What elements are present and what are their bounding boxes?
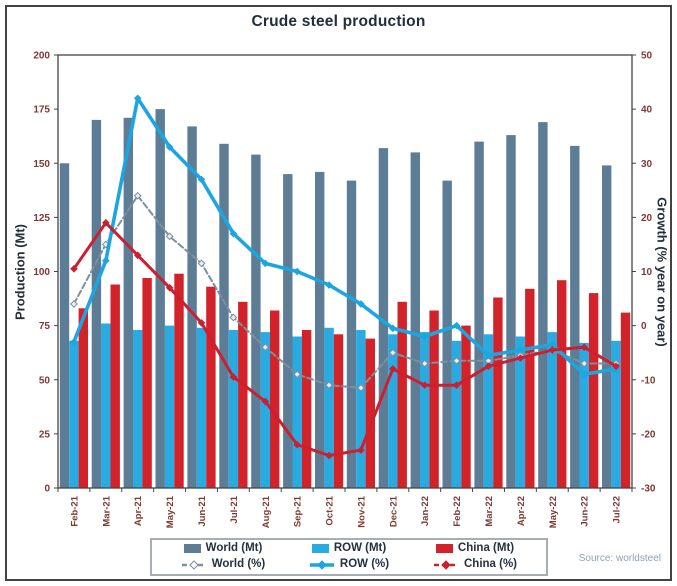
row-bar-swatch-icon: [311, 544, 329, 554]
svg-text:Apr-21: Apr-21: [133, 495, 144, 526]
axis-ticks: [54, 54, 636, 492]
svg-text:Jun-22: Jun-22: [580, 496, 591, 527]
svg-text:Jun-21: Jun-21: [197, 495, 208, 526]
legend-label: ROW (Mt): [333, 542, 387, 555]
svg-text:Jul-21: Jul-21: [229, 495, 240, 523]
bars-row-mt: [69, 323, 621, 488]
svg-text:Nov-21: Nov-21: [356, 495, 367, 527]
legend-label: ROW (%): [339, 558, 390, 571]
china-bar-swatch-icon: [435, 544, 453, 554]
svg-text:Mar-21: Mar-21: [101, 495, 112, 526]
legend-label: World (Mt): [205, 542, 263, 555]
svg-text:100: 100: [33, 267, 50, 278]
legend-item-world-pct: World (%): [160, 559, 286, 571]
svg-text:Sep-21: Sep-21: [293, 495, 304, 527]
legend-label: China (%): [463, 558, 518, 571]
svg-text:Aug-21: Aug-21: [261, 495, 272, 528]
svg-text:Apr-22: Apr-22: [516, 496, 527, 526]
svg-text:75: 75: [39, 321, 51, 332]
svg-text:May-21: May-21: [165, 495, 176, 528]
line-world-pct: [70, 191, 620, 392]
legend-item-china-pct: China (%): [412, 559, 538, 571]
svg-text:Jul-22: Jul-22: [612, 496, 623, 523]
svg-text:-30: -30: [641, 484, 656, 495]
legend-label: World (%): [211, 558, 266, 571]
bars-china-mt: [78, 273, 631, 488]
chart-title: Crude steel production: [251, 13, 426, 30]
row-line-marker-icon: [309, 559, 335, 571]
svg-text:Feb-21: Feb-21: [69, 495, 80, 526]
svg-text:175: 175: [33, 105, 50, 116]
line-china-pct: [70, 218, 620, 460]
svg-text:40: 40: [641, 105, 653, 116]
world-line-marker-icon: [181, 559, 207, 571]
svg-text:20: 20: [641, 213, 653, 224]
svg-text:Jan-22: Jan-22: [420, 496, 431, 526]
legend-item-row-pct: ROW (%): [286, 559, 412, 571]
svg-text:0: 0: [641, 321, 647, 332]
legend-item-world-mt: World (Mt): [160, 543, 286, 555]
svg-text:125: 125: [33, 213, 50, 224]
svg-text:200: 200: [33, 51, 50, 62]
legend-item-china-mt: China (Mt): [412, 543, 538, 555]
svg-text:Oct-21: Oct-21: [325, 495, 336, 525]
svg-text:50: 50: [641, 51, 653, 62]
bars-world-mt: [59, 109, 612, 489]
svg-text:Feb-22: Feb-22: [452, 496, 463, 527]
legend-label: China (Mt): [457, 542, 515, 555]
svg-text:25: 25: [39, 429, 51, 440]
world-bar-swatch-icon: [183, 544, 201, 554]
svg-text:-20: -20: [641, 429, 656, 440]
legend: World (Mt) ROW (Mt) China (Mt) World (%)…: [150, 538, 548, 576]
svg-text:Mar-22: Mar-22: [484, 496, 495, 527]
svg-text:50: 50: [39, 375, 51, 386]
legend-item-row-mt: ROW (Mt): [286, 543, 412, 555]
source-note: Source: worldsteel: [578, 553, 661, 564]
line-row-pct: [70, 94, 620, 379]
svg-text:0: 0: [44, 484, 50, 495]
svg-text:May-22: May-22: [548, 496, 559, 528]
china-line-marker-icon: [433, 559, 459, 571]
svg-text:10: 10: [641, 267, 653, 278]
svg-text:-10: -10: [641, 375, 656, 386]
svg-text:Dec-21: Dec-21: [388, 495, 399, 527]
svg-text:30: 30: [641, 159, 653, 170]
svg-text:150: 150: [33, 159, 50, 170]
